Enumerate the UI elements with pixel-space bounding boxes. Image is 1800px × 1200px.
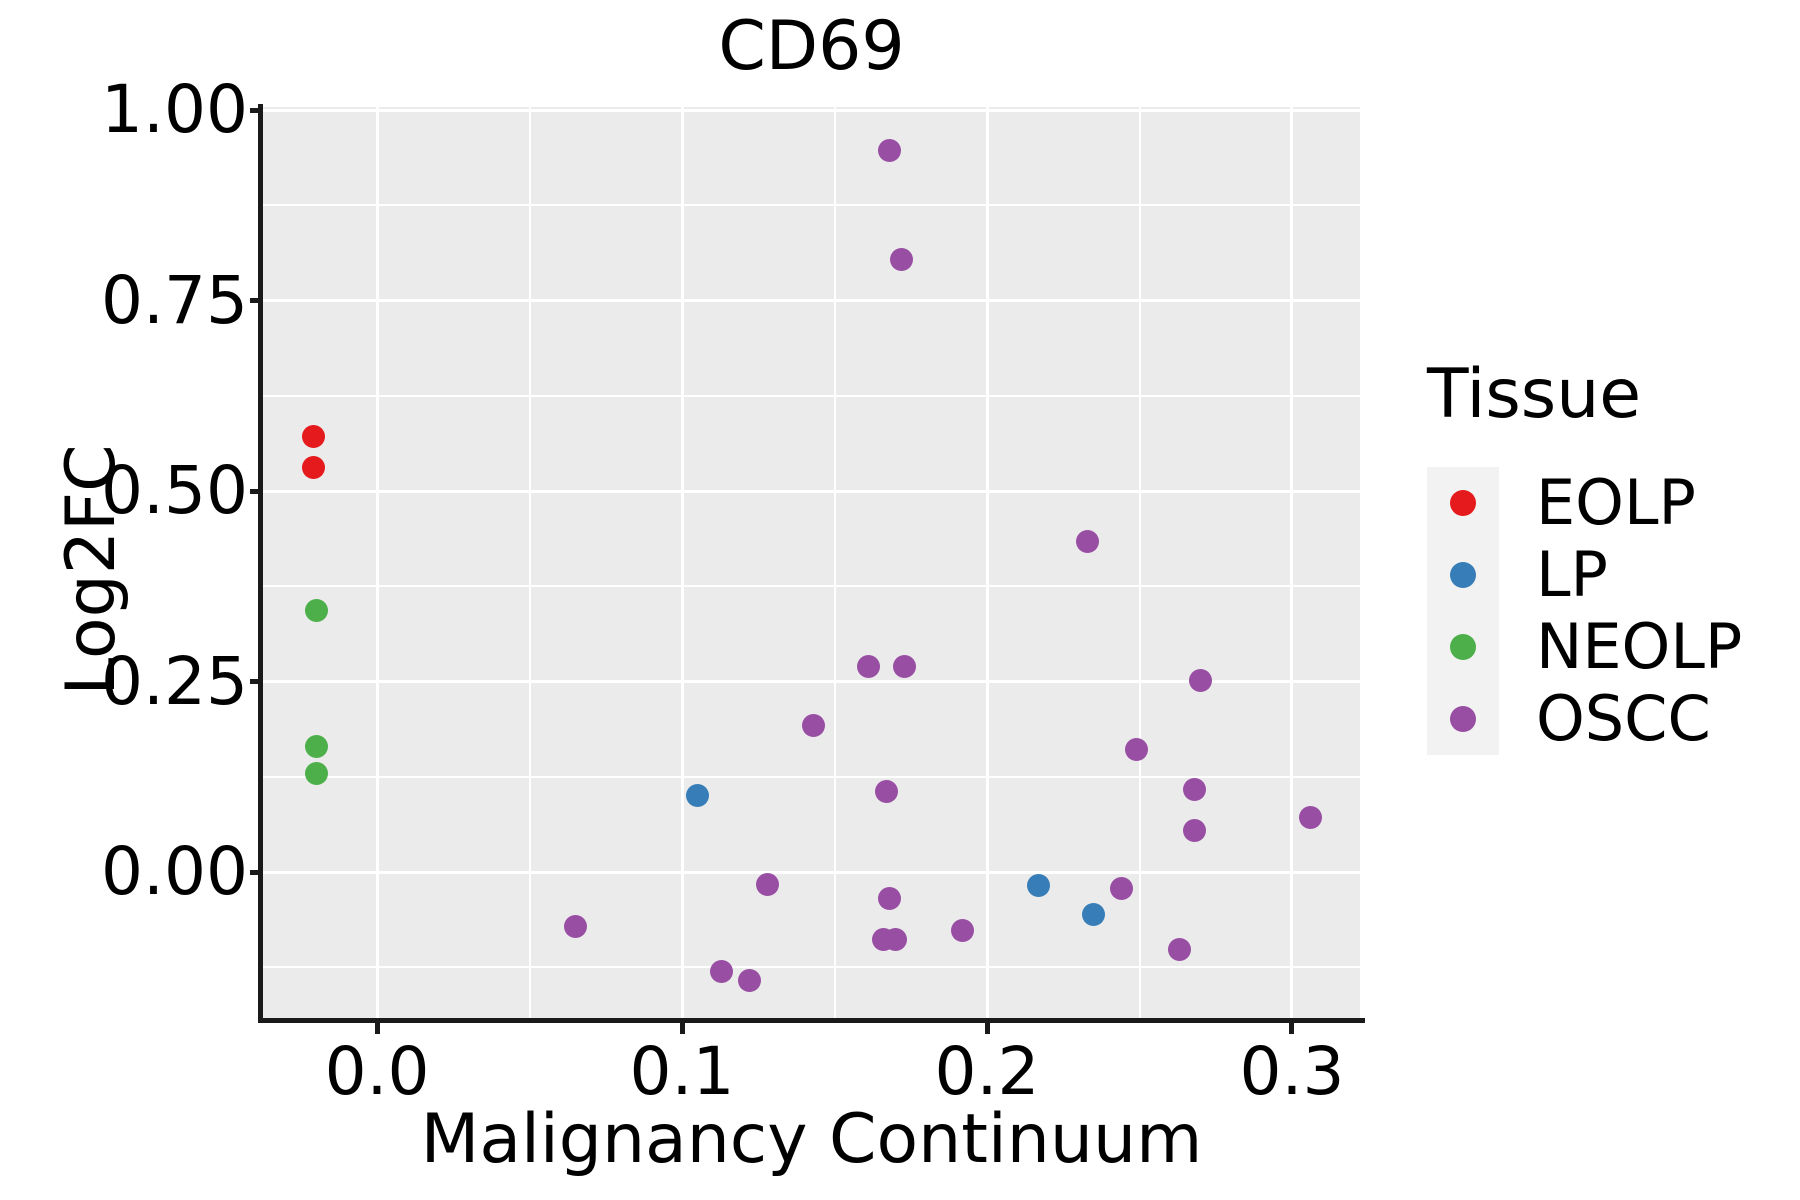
y-tick-label: 0.25 [101, 642, 248, 720]
data-point-oscc [755, 872, 779, 896]
y-minor-gridline [263, 204, 1360, 207]
y-minor-gridline [263, 394, 1360, 397]
x-axis-title: Malignancy Continuum [420, 1100, 1203, 1179]
y-major-gridline [263, 108, 1360, 112]
x-tick [374, 1021, 380, 1034]
legend-label: EOLP [1536, 465, 1696, 539]
legend-key-box [1427, 466, 1499, 539]
legend-key-box [1427, 538, 1499, 611]
x-axis-line [258, 1018, 1365, 1023]
data-point-oscc [1182, 819, 1206, 843]
legend-entry-neolp: NEOLP [1427, 609, 1743, 683]
y-minor-gridline [263, 966, 1360, 969]
data-point-oscc [1298, 805, 1322, 829]
legend: Tissue EOLP LP NEOLP OSCC [1427, 355, 1743, 755]
x-major-gridline [680, 107, 684, 1020]
y-tick [250, 488, 263, 494]
legend-entry-eolp: EOLP [1427, 465, 1742, 539]
data-point-oscc [801, 714, 825, 738]
data-point-neolp [304, 599, 328, 623]
data-point-oscc [737, 968, 761, 992]
data-point-oscc [890, 247, 914, 271]
x-major-gridline [1290, 107, 1294, 1020]
x-minor-gridline [833, 107, 836, 1020]
data-point-neolp [304, 734, 328, 758]
y-tick-label: 0.00 [101, 833, 248, 911]
y-major-gridline [263, 299, 1360, 303]
data-point-eolp [301, 425, 325, 449]
data-point-lp [685, 784, 709, 808]
y-major-gridline [263, 870, 1360, 874]
y-major-gridline [263, 489, 1360, 493]
data-point-oscc [1124, 737, 1148, 761]
legend-entries: EOLP LP NEOLP OSCC [1427, 465, 1743, 755]
x-tick-label: 0.2 [934, 1033, 1040, 1110]
legend-label: OSCC [1536, 681, 1711, 755]
y-tick [250, 679, 263, 685]
y-tick [250, 107, 263, 113]
legend-entry-lp: LP [1427, 537, 1742, 611]
legend-key-box [1427, 610, 1499, 683]
x-minor-gridline [1138, 107, 1141, 1020]
legend-title: Tissue [1427, 355, 1642, 434]
y-axis-line [258, 104, 263, 1023]
x-major-gridline [375, 107, 379, 1020]
legend-key-box [1427, 682, 1499, 755]
y-minor-gridline [263, 585, 1360, 588]
data-point-oscc [856, 654, 880, 678]
data-point-oscc [1076, 529, 1100, 553]
data-point-oscc [884, 927, 908, 951]
x-minor-gridline [528, 107, 531, 1020]
legend-dot-icon [1450, 489, 1476, 516]
x-tick-label: 0.1 [629, 1033, 735, 1110]
data-point-oscc [1109, 876, 1133, 900]
legend-entry-oscc: OSCC [1427, 681, 1742, 755]
legend-label: LP [1536, 537, 1608, 611]
y-axis-title: Log2FC [52, 444, 131, 696]
data-point-oscc [893, 654, 917, 678]
data-point-oscc [877, 887, 901, 911]
plot-title: CD69 [718, 7, 905, 86]
legend-dot-icon [1450, 633, 1476, 660]
data-point-lp [1082, 902, 1106, 926]
data-point-eolp [301, 455, 325, 479]
data-point-oscc [951, 918, 975, 942]
x-tick [679, 1021, 685, 1034]
data-point-oscc [877, 138, 901, 162]
data-point-oscc [563, 914, 587, 938]
data-point-oscc [1188, 668, 1212, 692]
data-point-neolp [304, 762, 328, 786]
plot-panel [263, 107, 1360, 1020]
y-minor-gridline [263, 775, 1360, 778]
y-major-gridline [263, 680, 1360, 684]
x-major-gridline [985, 107, 989, 1020]
x-tick [1289, 1021, 1295, 1034]
data-point-oscc [710, 959, 734, 983]
data-point-oscc [874, 779, 898, 803]
x-tick-label: 0.0 [324, 1033, 430, 1110]
y-tick-label: 0.75 [101, 261, 248, 339]
x-tick-label: 0.3 [1239, 1033, 1345, 1110]
y-tick-label: 1.00 [101, 71, 248, 149]
legend-label: NEOLP [1536, 609, 1743, 683]
data-point-oscc [1167, 938, 1191, 962]
x-tick [984, 1021, 990, 1034]
legend-dot-icon [1450, 561, 1476, 588]
y-tick [250, 298, 263, 304]
y-tick [250, 869, 263, 875]
data-point-oscc [1182, 778, 1206, 802]
y-tick-label: 0.50 [101, 452, 248, 530]
legend-dot-icon [1450, 705, 1476, 732]
data-point-lp [1027, 873, 1051, 897]
